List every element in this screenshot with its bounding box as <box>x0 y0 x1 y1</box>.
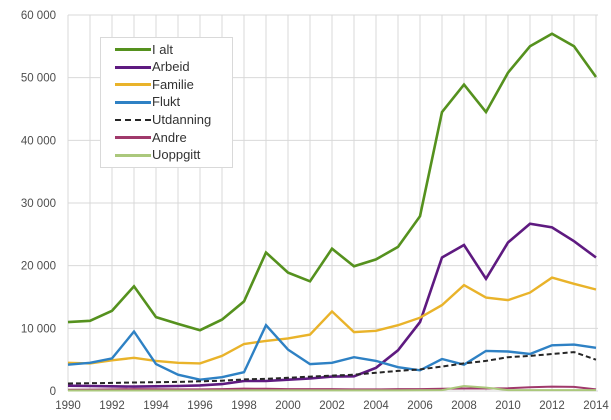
legend-item-familie: Familie <box>115 77 232 93</box>
x-axis-tick-label: 1996 <box>187 400 213 412</box>
x-axis-tick-label: 1994 <box>143 400 169 412</box>
legend-label: I alt <box>152 41 173 57</box>
series-line-familie <box>67 276 597 365</box>
y-axis-tick-label: 30 000 <box>21 198 56 210</box>
y-axis-tick-label: 10 000 <box>21 323 56 335</box>
series-line-uoppgitt <box>68 384 596 392</box>
x-axis-tick-label: 2000 <box>275 400 301 412</box>
x-axis-tick-label: 2004 <box>363 400 389 412</box>
x-axis-tick-label: 2008 <box>451 400 477 412</box>
legend-item-i-alt: I alt <box>115 42 232 58</box>
legend-label: Familie <box>152 76 194 92</box>
legend-label: Utdanning <box>152 112 212 128</box>
x-axis-tick-label: 1998 <box>231 400 257 412</box>
y-axis-tick-label: 0 <box>50 386 56 398</box>
y-axis-tick-label: 60 000 <box>21 10 56 22</box>
legend-swatch-i-alt <box>115 48 151 52</box>
chart-legend: I alt Arbeid Familie Flukt Utdanning Andre Uop… <box>100 37 233 168</box>
legend-swatch-familie <box>115 83 151 87</box>
legend-swatch-utdanning <box>115 119 151 122</box>
legend-item-utdanning: Utdanning <box>115 112 232 128</box>
legend-label: Flukt <box>152 94 181 110</box>
series-line-utdanning <box>67 351 597 385</box>
legend-swatch-flukt <box>115 100 151 104</box>
x-axis-tick-label: 2010 <box>495 400 521 412</box>
legend-item-uoppgitt: Uoppgitt <box>115 147 232 163</box>
legend-item-flukt: Flukt <box>115 94 232 110</box>
legend-swatch-arbeid <box>115 65 151 69</box>
y-axis-tick-label: 40 000 <box>21 135 56 147</box>
series-line-flukt <box>67 323 597 381</box>
legend-swatch-andre <box>115 136 151 140</box>
x-axis-tick-label: 1992 <box>99 400 125 412</box>
x-axis-tick-label: 2006 <box>407 400 433 412</box>
legend-swatch-uoppgitt <box>115 153 151 157</box>
legend-label: Andre <box>152 129 187 145</box>
y-axis-tick-label: 50 000 <box>21 73 56 85</box>
legend-label: Uoppgitt <box>152 147 201 163</box>
y-axis-tick-label: 20 000 <box>21 261 56 273</box>
legend-item-arbeid: Arbeid <box>115 59 232 75</box>
legend-label: Arbeid <box>152 59 190 75</box>
x-axis-tick-label: 2012 <box>539 400 565 412</box>
series-line-i-alt <box>67 32 598 332</box>
legend-item-andre: Andre <box>115 130 232 146</box>
x-axis-tick-label: 1990 <box>55 400 81 412</box>
series-line-andre <box>67 385 597 391</box>
x-axis-tick-label: 2002 <box>319 400 345 412</box>
x-axis-tick-label: 2014 <box>583 400 609 412</box>
